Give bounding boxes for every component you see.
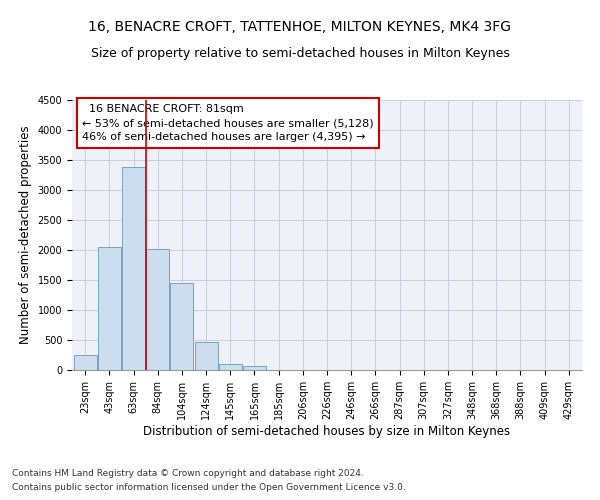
Bar: [194, 342, 218, 370]
Text: Contains public sector information licensed under the Open Government Licence v3: Contains public sector information licen…: [12, 484, 406, 492]
Bar: [98, 247, 121, 370]
Bar: [219, 364, 242, 370]
Bar: [74, 354, 97, 370]
Bar: [122, 168, 145, 370]
Bar: [243, 366, 266, 370]
Bar: [170, 283, 193, 370]
Text: 16, BENACRE CROFT, TATTENHOE, MILTON KEYNES, MK4 3FG: 16, BENACRE CROFT, TATTENHOE, MILTON KEY…: [89, 20, 511, 34]
Text: 16 BENACRE CROFT: 81sqm
← 53% of semi-detached houses are smaller (5,128)
46% of: 16 BENACRE CROFT: 81sqm ← 53% of semi-de…: [82, 104, 374, 142]
X-axis label: Distribution of semi-detached houses by size in Milton Keynes: Distribution of semi-detached houses by …: [143, 424, 511, 438]
Bar: [146, 249, 169, 370]
Text: Contains HM Land Registry data © Crown copyright and database right 2024.: Contains HM Land Registry data © Crown c…: [12, 468, 364, 477]
Text: Size of property relative to semi-detached houses in Milton Keynes: Size of property relative to semi-detach…: [91, 48, 509, 60]
Y-axis label: Number of semi-detached properties: Number of semi-detached properties: [19, 126, 32, 344]
